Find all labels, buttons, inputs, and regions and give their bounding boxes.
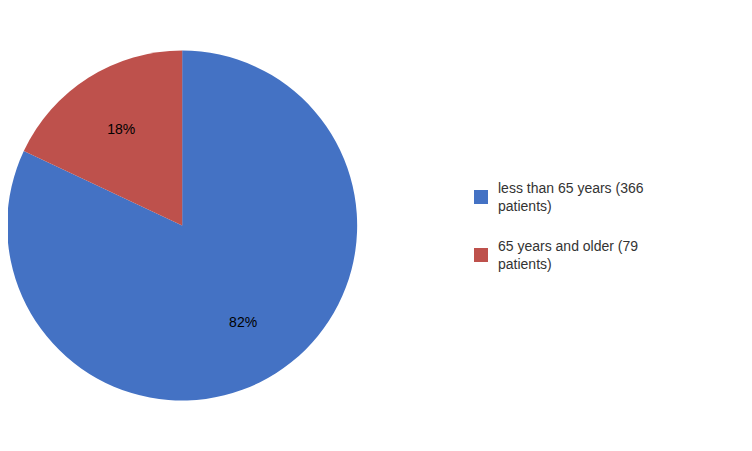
html-text:65 years and older (79: 65 years and older (79: [498, 237, 639, 254]
html-text:less than 65 years (366: less than 65 years (366: [498, 179, 644, 196]
svg-text:18%: 18%: [107, 121, 135, 137]
html-text:patients): patients): [498, 197, 552, 214]
svg-text:82%: 82%: [229, 314, 257, 330]
html-text:patients): patients): [498, 255, 552, 272]
